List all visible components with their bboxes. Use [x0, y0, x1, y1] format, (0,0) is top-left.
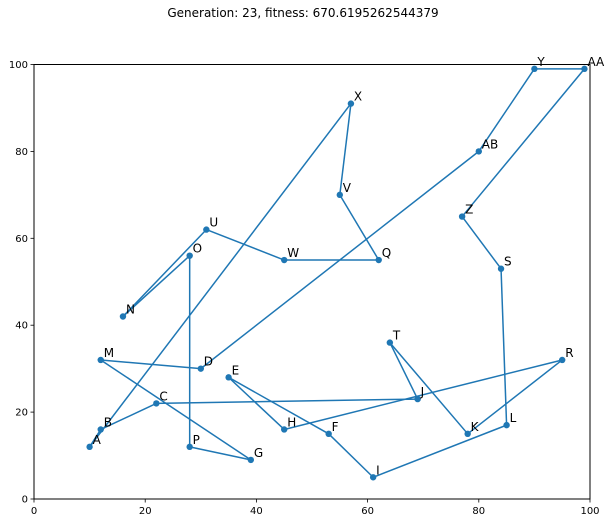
x-tick-label: 60: [361, 506, 374, 517]
city-label-Y: Y: [536, 55, 545, 69]
city-label-T: T: [392, 329, 401, 343]
y-tick-label: 60: [15, 234, 28, 245]
city-label-K: K: [471, 420, 480, 434]
city-label-R: R: [565, 346, 573, 360]
y-tick-label: 100: [9, 60, 28, 71]
x-tick-label: 0: [31, 506, 37, 517]
route-segment-E-F: [229, 377, 329, 433]
city-label-A: A: [93, 433, 102, 447]
x-axis-ticks: 0 20 40 60 80 100: [31, 499, 600, 517]
city-label-N: N: [126, 303, 135, 317]
city-label-O: O: [193, 242, 202, 256]
city-label-S: S: [504, 255, 512, 269]
city-label-E: E: [232, 363, 240, 377]
route-segment-Z-AA: [462, 69, 584, 217]
x-tick-label: 20: [139, 506, 152, 517]
city-label-V: V: [343, 181, 352, 195]
city-label-AB: AB: [482, 137, 498, 151]
x-tick-label: 100: [580, 506, 599, 517]
city-label-I: I: [376, 463, 380, 477]
city-label-B: B: [104, 415, 112, 429]
x-tick-label: 80: [472, 506, 485, 517]
route-segment-F-I: [329, 434, 373, 477]
city-label-G: G: [254, 446, 263, 460]
city-label-C: C: [159, 389, 167, 403]
route-segment-L-S: [501, 269, 507, 425]
city-label-Q: Q: [382, 246, 391, 260]
city-label-W: W: [287, 246, 299, 260]
y-axis-ticks: 0 20 40 60 80 100: [9, 60, 34, 506]
city-label-M: M: [104, 346, 114, 360]
city-label-P: P: [193, 433, 200, 447]
y-tick-label: 80: [15, 147, 28, 158]
city-label-F: F: [332, 420, 339, 434]
city-label-H: H: [287, 415, 296, 429]
x-tick-label: 40: [250, 506, 263, 517]
route-segment-S-Z: [462, 217, 501, 269]
city-label-X: X: [354, 90, 362, 104]
route-segment-I-L: [373, 425, 506, 477]
chart-title: Generation: 23, fitness: 670.61952625443…: [167, 6, 438, 20]
route-segment-U-W: [206, 230, 284, 260]
y-tick-label: 20: [15, 408, 28, 419]
city-label-L: L: [510, 411, 517, 425]
route-segment-T-K: [390, 343, 468, 434]
city-label-J: J: [420, 385, 425, 399]
y-tick-label: 40: [15, 321, 28, 332]
city-label-Z: Z: [465, 203, 473, 217]
route-segment-C-J: [156, 399, 417, 403]
city-label-U: U: [209, 216, 218, 230]
y-tick-label: 0: [22, 495, 28, 506]
city-label-D: D: [204, 355, 213, 369]
route-segment-Q-V: [340, 195, 379, 260]
route-segment-X-A: [90, 104, 351, 447]
